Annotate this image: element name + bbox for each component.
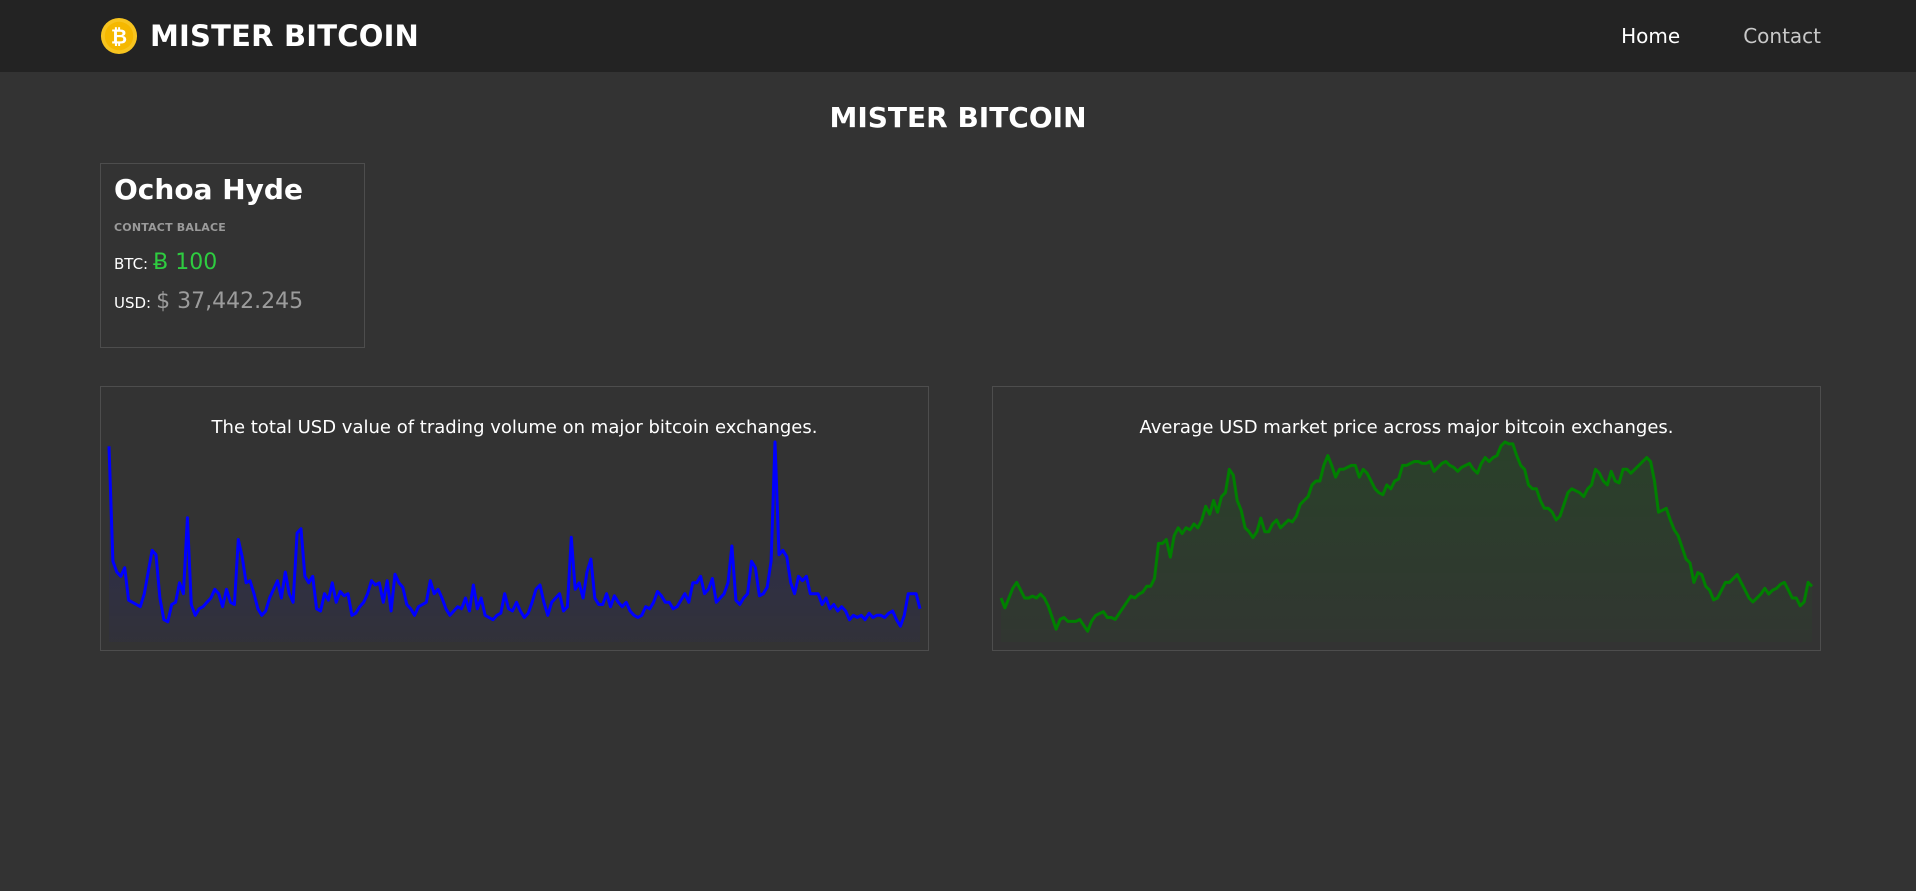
volume-chart [107, 440, 922, 642]
price-series-line [999, 440, 1814, 633]
btc-value: Ƀ 100 [153, 250, 218, 275]
page-title: MISTER BITCOIN [829, 101, 1087, 134]
price-chart [999, 440, 1814, 642]
usd-balance-row: USD: $ 37,442.245 [114, 289, 351, 314]
volume-series-line [107, 440, 922, 628]
btc-label: BTC: [114, 255, 149, 273]
usd-value: $ 37,442.245 [156, 289, 304, 314]
price-chart-title: Average USD market price across major bi… [1139, 417, 1674, 438]
volume-chart-panel: The total USD value of trading volume on… [100, 386, 929, 651]
volume-chart-title: The total USD value of trading volume on… [211, 417, 818, 438]
main-nav: Home Contact [1621, 24, 1821, 48]
brand[interactable]: ₿ MISTER BITCOIN [100, 16, 419, 56]
bitcoin-logo-icon: ₿ [100, 17, 138, 55]
contact-subtitle: CONTACT BALACE [114, 221, 227, 234]
usd-label: USD: [114, 294, 152, 312]
price-chart-panel: Average USD market price across major bi… [992, 386, 1821, 651]
price-area [1001, 442, 1812, 642]
volume-area [109, 442, 920, 642]
btc-balance-row: BTC: Ƀ 100 [114, 250, 351, 275]
nav-contact-link[interactable]: Contact [1743, 24, 1821, 48]
brand-title: MISTER BITCOIN [150, 19, 420, 53]
nav-home-link[interactable]: Home [1621, 24, 1681, 48]
contact-name: Ochoa Hyde [114, 173, 303, 206]
contact-card: Ochoa Hyde CONTACT BALACE BTC: Ƀ 100 USD… [100, 163, 365, 348]
svg-text:₿: ₿ [111, 25, 127, 49]
app-header: ₿ MISTER BITCOIN Home Contact [0, 0, 1916, 72]
